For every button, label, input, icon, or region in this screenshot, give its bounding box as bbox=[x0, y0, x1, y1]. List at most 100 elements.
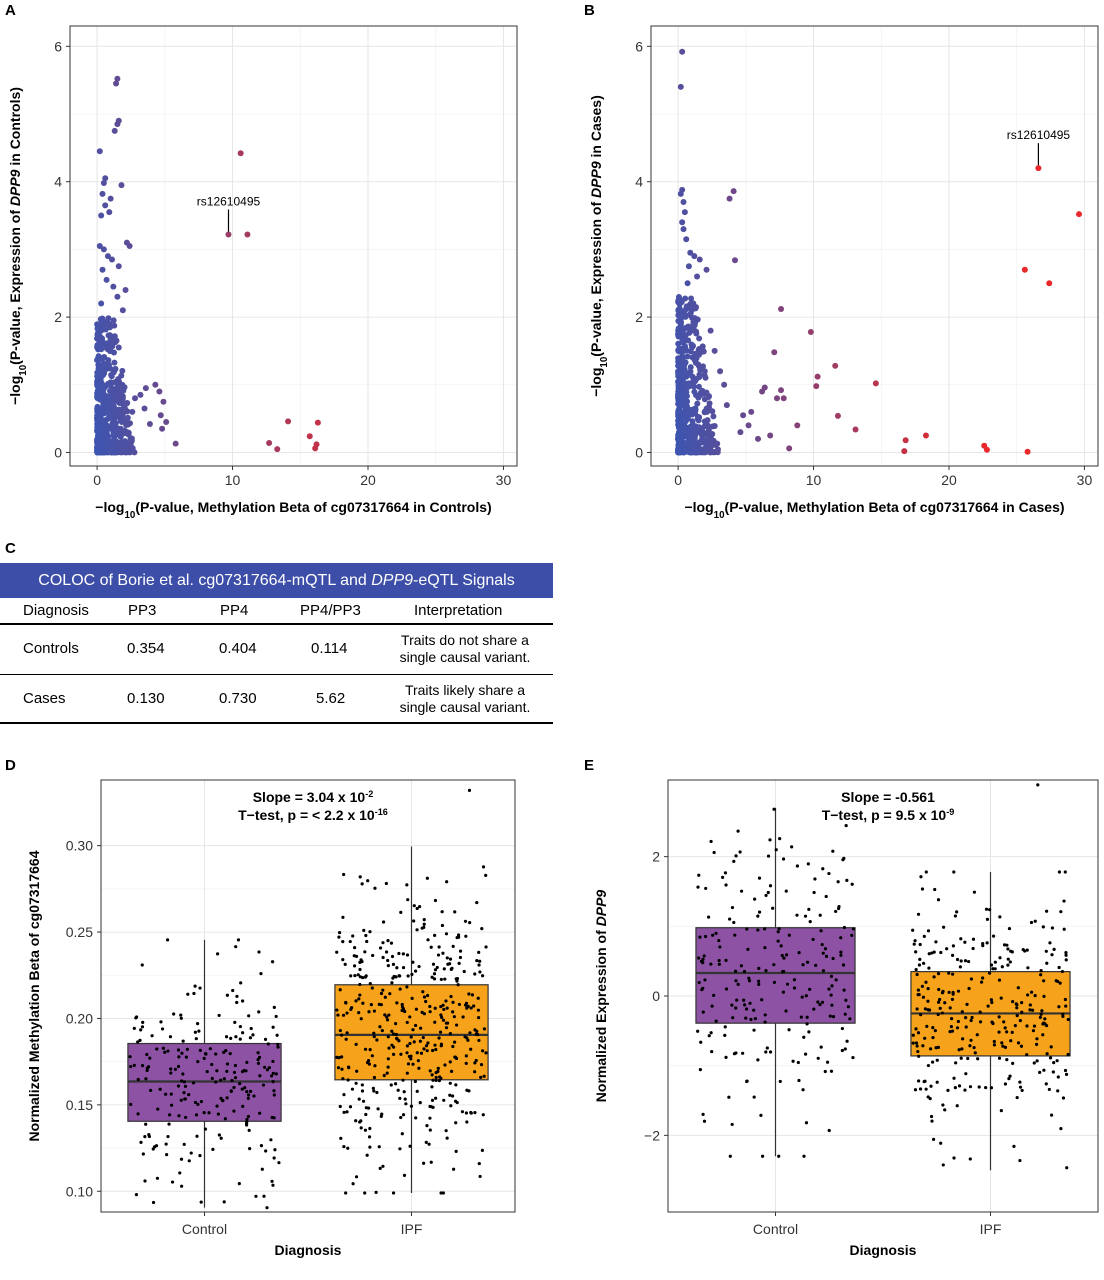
x-tick-label: 10 bbox=[806, 472, 822, 488]
data-point bbox=[677, 376, 684, 383]
data-point bbox=[109, 338, 116, 345]
sample-point bbox=[787, 933, 791, 937]
sample-point bbox=[970, 1015, 974, 1020]
sample-point bbox=[1013, 1024, 1017, 1028]
data-point bbox=[97, 316, 104, 323]
sample-point bbox=[940, 1011, 944, 1015]
data-point bbox=[97, 377, 104, 384]
data-point bbox=[102, 341, 109, 348]
sample-point bbox=[734, 854, 738, 858]
sample-point bbox=[702, 954, 706, 958]
sample-point bbox=[953, 1086, 957, 1090]
data-point bbox=[123, 400, 130, 407]
sample-point bbox=[965, 1002, 969, 1006]
sample-point bbox=[757, 979, 761, 983]
y-tick-label: 2 bbox=[54, 309, 62, 325]
data-point bbox=[676, 401, 683, 408]
sample-point bbox=[1000, 965, 1004, 969]
sample-point bbox=[735, 998, 739, 1002]
data-point bbox=[688, 341, 695, 348]
sample-point bbox=[1048, 941, 1052, 945]
data-point bbox=[126, 243, 133, 249]
sample-point bbox=[747, 979, 752, 983]
sample-point bbox=[760, 998, 764, 1002]
sample-point bbox=[759, 1113, 763, 1117]
data-point bbox=[102, 326, 109, 333]
sample-point bbox=[949, 1017, 954, 1021]
sample-point bbox=[836, 880, 840, 884]
sample-point bbox=[768, 838, 772, 842]
sample-point bbox=[1019, 1044, 1024, 1048]
sample-point bbox=[949, 1024, 953, 1029]
sample-point bbox=[960, 1010, 964, 1014]
sample-point bbox=[780, 953, 784, 958]
sample-point bbox=[963, 940, 967, 944]
sample-point bbox=[1038, 1070, 1042, 1074]
sample-point bbox=[723, 1033, 727, 1037]
sample-point bbox=[997, 1056, 1002, 1060]
sample-point bbox=[915, 972, 919, 977]
sample-point bbox=[778, 1079, 782, 1084]
sample-point bbox=[710, 1049, 714, 1054]
data-point bbox=[111, 127, 118, 134]
data-point bbox=[693, 355, 700, 362]
sample-point bbox=[1039, 973, 1043, 977]
sample-point bbox=[795, 913, 799, 917]
sample-point bbox=[821, 969, 826, 973]
x-tick-label: 10 bbox=[225, 472, 241, 488]
sample-point bbox=[709, 962, 713, 966]
sample-point bbox=[955, 957, 960, 962]
sample-point bbox=[763, 1020, 767, 1024]
plot-background bbox=[70, 26, 517, 466]
sample-point bbox=[772, 980, 777, 984]
sample-point bbox=[954, 1061, 958, 1065]
sample-point bbox=[936, 1000, 941, 1004]
sample-point bbox=[926, 986, 930, 991]
sample-point bbox=[1003, 1045, 1008, 1049]
data-point bbox=[675, 347, 682, 354]
panel-label-e: E bbox=[584, 757, 595, 774]
sample-point bbox=[1042, 979, 1046, 983]
sample-point bbox=[1020, 1088, 1024, 1093]
y-axis-label: Normalized Expression of DPP9 bbox=[593, 890, 609, 1103]
sample-point bbox=[1033, 919, 1037, 923]
sample-point bbox=[1034, 1042, 1039, 1046]
sample-point bbox=[922, 961, 926, 965]
sample-point bbox=[1038, 1015, 1042, 1019]
sample-point bbox=[787, 1028, 791, 1032]
data-point bbox=[675, 370, 682, 377]
sample-point bbox=[756, 928, 760, 932]
sample-point bbox=[732, 1052, 737, 1056]
sample-point bbox=[790, 845, 794, 849]
sample-point bbox=[765, 1046, 769, 1050]
sample-point bbox=[792, 986, 797, 990]
sample-point bbox=[916, 1049, 920, 1054]
sample-point bbox=[831, 956, 835, 961]
sample-point bbox=[698, 935, 702, 939]
data-point bbox=[126, 420, 133, 427]
sample-point bbox=[1003, 1026, 1007, 1030]
sample-point bbox=[914, 1027, 918, 1031]
sample-point bbox=[845, 878, 849, 882]
sample-point bbox=[943, 1108, 947, 1112]
data-point bbox=[687, 449, 694, 456]
sample-point bbox=[748, 1001, 752, 1005]
sample-point bbox=[991, 934, 996, 938]
data-point bbox=[110, 317, 117, 324]
sample-point bbox=[714, 1019, 718, 1023]
sample-point bbox=[1045, 1052, 1049, 1056]
sample-point bbox=[915, 1044, 919, 1048]
sample-point bbox=[963, 1088, 967, 1092]
data-point bbox=[677, 411, 684, 418]
data-point bbox=[116, 440, 123, 447]
sample-point bbox=[850, 882, 854, 886]
sample-point bbox=[992, 1043, 997, 1047]
data-point bbox=[675, 340, 682, 347]
sample-point bbox=[785, 982, 790, 986]
sample-point bbox=[1011, 1061, 1015, 1065]
sample-point bbox=[842, 925, 847, 930]
sample-point bbox=[1057, 870, 1062, 874]
data-point bbox=[122, 446, 129, 453]
data-point bbox=[690, 318, 697, 325]
sample-point bbox=[733, 933, 737, 937]
